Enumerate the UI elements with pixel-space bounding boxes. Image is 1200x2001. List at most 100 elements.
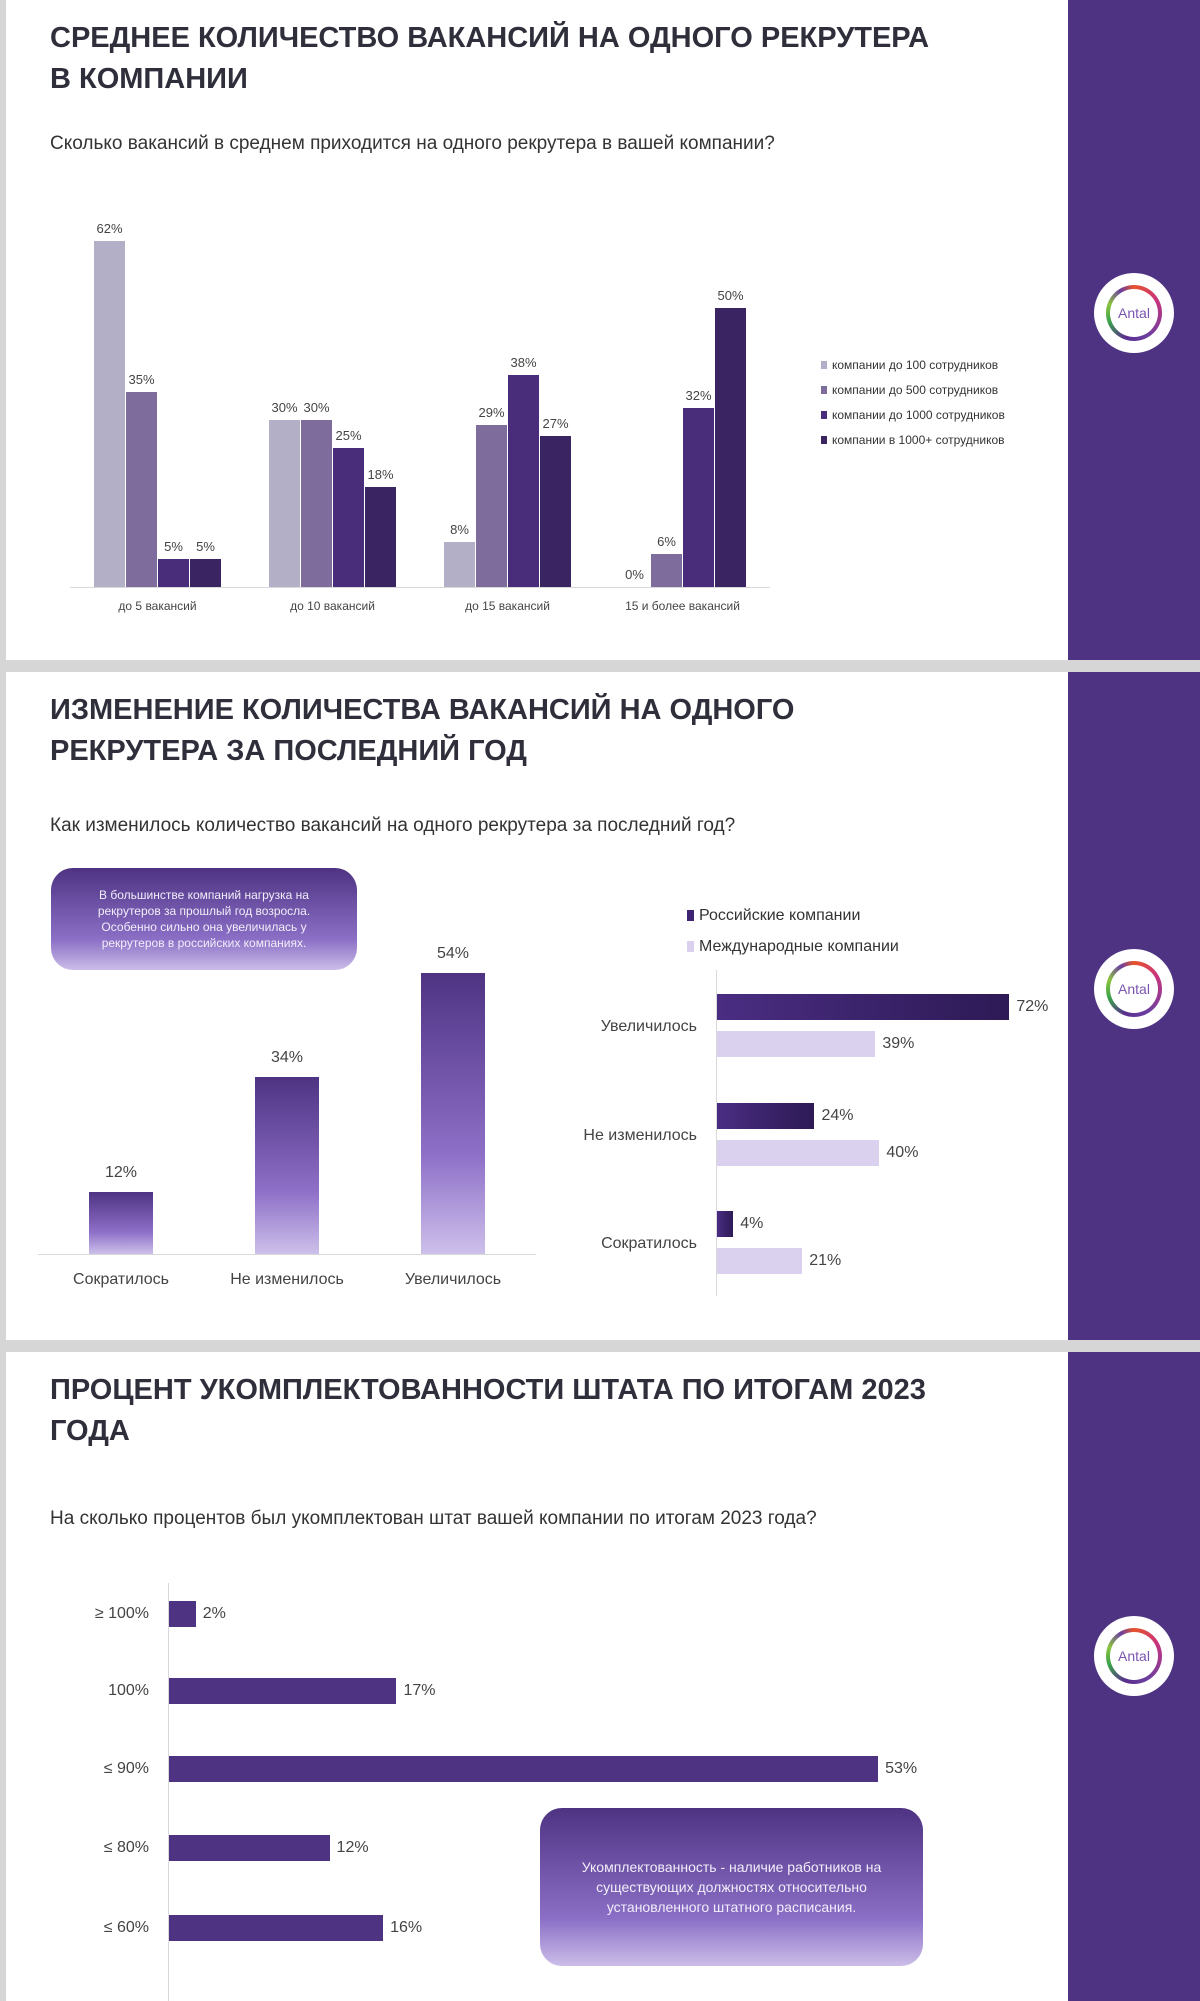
legend-swatch bbox=[821, 435, 827, 444]
category-label: 15 и более вакансий bbox=[625, 599, 740, 613]
bar bbox=[169, 1678, 397, 1704]
y-axis-line bbox=[168, 1583, 169, 2001]
data-label: 12% bbox=[336, 1839, 369, 1856]
bar bbox=[333, 447, 364, 587]
slide-question: Сколько вакансий в среднем приходится на… bbox=[50, 133, 775, 154]
bar bbox=[651, 553, 682, 587]
legend-swatch bbox=[821, 360, 827, 369]
y-axis-line bbox=[716, 970, 717, 1296]
bar bbox=[717, 1031, 876, 1057]
slide-vacancies-per-recruiter: Среднее количество вакансий на одного ре… bbox=[6, 0, 1200, 660]
bar bbox=[717, 1211, 734, 1237]
legend-item: Международные компании bbox=[687, 931, 899, 962]
x-axis-line bbox=[38, 1254, 536, 1255]
chart-legend: Российские компании Международные компани… bbox=[687, 900, 899, 962]
bar bbox=[126, 391, 157, 587]
brand-sidebar: Antal bbox=[1068, 0, 1200, 660]
data-label: 30% bbox=[271, 399, 298, 415]
category-label: Увеличилось bbox=[600, 1018, 697, 1035]
legend-label: Российские компании bbox=[699, 906, 861, 924]
category-label: Увеличилось bbox=[404, 1271, 502, 1288]
bar bbox=[169, 1601, 196, 1627]
data-label: 50% bbox=[717, 288, 744, 303]
data-label: 17% bbox=[403, 1682, 436, 1699]
bar bbox=[717, 1140, 880, 1166]
category-label: ≤ 90% bbox=[103, 1760, 149, 1777]
data-label: 8% bbox=[450, 522, 469, 538]
category-label: ≥ 100% bbox=[94, 1605, 149, 1622]
bar bbox=[508, 374, 539, 587]
data-label: 16% bbox=[390, 1919, 423, 1936]
legend-label: компании до 1000 сотрудников bbox=[832, 407, 1005, 422]
data-label: 29% bbox=[478, 405, 505, 421]
data-label: 21% bbox=[809, 1252, 842, 1269]
legend-item: Российские компании bbox=[687, 900, 899, 931]
data-label: 62% bbox=[96, 221, 123, 237]
slide-question: Как изменилось количество вакансий на од… bbox=[50, 815, 736, 836]
data-label: 12% bbox=[104, 1163, 138, 1181]
legend-swatch bbox=[821, 410, 827, 419]
data-label: 0% bbox=[625, 567, 644, 582]
bar bbox=[94, 241, 125, 587]
category-label: Сократилось bbox=[73, 1271, 169, 1288]
category-label: 100% bbox=[108, 1682, 149, 1699]
legend-label: компании до 100 сотрудников bbox=[832, 357, 999, 372]
data-label: 6% bbox=[657, 533, 676, 549]
insight-callout: В большинстве компаний нагрузка на рекру… bbox=[51, 868, 357, 970]
antal-logo: Antal bbox=[1094, 273, 1174, 353]
legend-swatch bbox=[687, 941, 694, 952]
slide-vacancy-change: Изменение количества вакансий на одного … bbox=[6, 672, 1200, 1340]
definition-callout: Укомплектованность - наличие работников … bbox=[540, 1808, 923, 1966]
bar bbox=[301, 419, 332, 587]
legend-item: компании до 500 сотрудников bbox=[821, 377, 1005, 402]
bar bbox=[190, 559, 221, 587]
brand-sidebar: Antal bbox=[1068, 1352, 1200, 2001]
x-axis-line bbox=[70, 587, 770, 588]
bar bbox=[444, 542, 475, 587]
category-label: ≤ 80% bbox=[103, 1839, 149, 1856]
antal-logo: Antal bbox=[1094, 1616, 1174, 1696]
data-label: 30% bbox=[303, 399, 330, 415]
bar bbox=[715, 308, 746, 587]
chart-legend: компании до 100 сотрудников компании до 5… bbox=[821, 352, 1005, 452]
bar bbox=[169, 1835, 330, 1861]
slide-title: Среднее количество вакансий на одного ре… bbox=[50, 22, 930, 95]
legend-label: компании в 1000+ сотрудников bbox=[832, 432, 1005, 447]
data-label: 72% bbox=[1016, 998, 1049, 1015]
bar bbox=[717, 1103, 815, 1129]
category-label: Сократилось bbox=[601, 1235, 697, 1252]
category-label: до 10 вакансий bbox=[290, 599, 375, 613]
legend-item: компании в 1000+ сотрудников bbox=[821, 427, 1005, 452]
bar bbox=[717, 994, 1010, 1020]
data-label: 40% bbox=[886, 1144, 919, 1161]
data-label: 5% bbox=[196, 539, 215, 555]
data-label: 53% bbox=[885, 1760, 918, 1777]
bar bbox=[421, 973, 485, 1254]
data-label: 4% bbox=[740, 1215, 764, 1232]
bar bbox=[540, 436, 571, 587]
data-label: 2% bbox=[202, 1605, 226, 1622]
category-label: до 5 вакансий bbox=[118, 599, 197, 613]
legend-swatch bbox=[821, 385, 827, 394]
bar bbox=[169, 1756, 879, 1782]
slide-staffing-level: Процент укомплектованности штата по итог… bbox=[6, 1352, 1200, 2001]
bar bbox=[89, 1191, 153, 1254]
brand-sidebar: Antal bbox=[1068, 672, 1200, 1340]
data-label: 54% bbox=[436, 945, 470, 963]
slide-title: Изменение количества вакансий на одного … bbox=[50, 694, 795, 767]
data-label: 39% bbox=[882, 1035, 915, 1052]
legend-item: компании до 1000 сотрудников bbox=[821, 402, 1005, 427]
legend-item: компании до 100 сотрудников bbox=[821, 352, 1005, 377]
legend-label: Международные компании bbox=[699, 937, 899, 955]
bar bbox=[717, 1248, 803, 1274]
bar bbox=[255, 1077, 319, 1254]
category-label: до 15 вакансий bbox=[465, 599, 550, 613]
data-label: 5% bbox=[164, 539, 183, 555]
category-label: Не изменилось bbox=[230, 1271, 344, 1288]
legend-swatch bbox=[687, 910, 694, 921]
data-label: 35% bbox=[128, 371, 155, 387]
data-label: 34% bbox=[270, 1049, 304, 1067]
data-label: 27% bbox=[542, 416, 569, 432]
bar bbox=[158, 559, 189, 587]
data-label: 38% bbox=[510, 354, 537, 370]
